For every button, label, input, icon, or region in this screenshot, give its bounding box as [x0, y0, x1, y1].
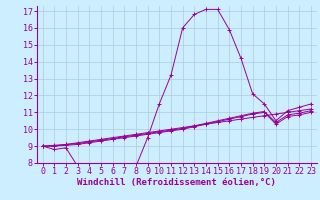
X-axis label: Windchill (Refroidissement éolien,°C): Windchill (Refroidissement éolien,°C) [77, 178, 276, 187]
